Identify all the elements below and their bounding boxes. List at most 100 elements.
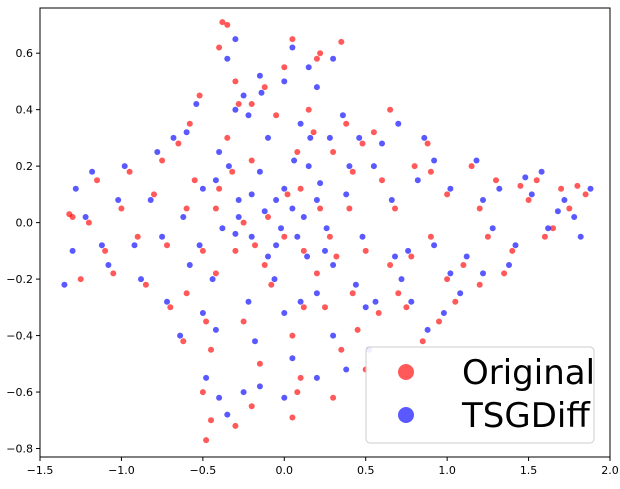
point-tsgdiff-46 xyxy=(431,242,438,249)
y-tick-label: 0.2 xyxy=(16,160,34,173)
point-tsgdiff-104 xyxy=(225,163,232,170)
point-tsgdiff-58 xyxy=(538,168,545,175)
point-original-15 xyxy=(379,177,385,184)
point-tsgdiff-125 xyxy=(232,230,239,237)
point-original-32 xyxy=(208,417,214,424)
point-original-31 xyxy=(317,50,324,57)
point-tsgdiff-92 xyxy=(265,253,271,260)
point-original-88 xyxy=(183,205,190,212)
point-original-79 xyxy=(77,276,84,283)
point-original-56 xyxy=(574,182,581,189)
point-tsgdiff-62 xyxy=(480,270,486,277)
point-original-42 xyxy=(370,129,377,136)
point-original-104 xyxy=(229,168,236,175)
point-tsgdiff-51 xyxy=(512,242,519,249)
point-tsgdiff-127 xyxy=(317,180,324,187)
point-tsgdiff-109 xyxy=(232,106,239,113)
point-original-106 xyxy=(284,191,291,198)
point-original-43 xyxy=(387,106,394,113)
point-tsgdiff-121 xyxy=(278,225,284,232)
point-original-54 xyxy=(558,185,565,192)
point-tsgdiff-39 xyxy=(343,366,350,373)
point-original-17 xyxy=(289,332,296,339)
point-tsgdiff-118 xyxy=(258,89,265,96)
point-tsgdiff-100 xyxy=(199,310,206,316)
point-original-68 xyxy=(468,163,475,170)
y-tick-label: 0.4 xyxy=(16,104,34,117)
point-tsgdiff-82 xyxy=(121,163,128,170)
x-axis-ticks: −1.5 −1.0 −0.5 0.0 0.5 1.0 1.5 2.0 xyxy=(27,457,619,477)
point-tsgdiff-10 xyxy=(265,134,271,141)
point-tsgdiff-99 xyxy=(346,163,353,170)
point-tsgdiff-34 xyxy=(240,389,247,396)
point-tsgdiff-107 xyxy=(209,276,216,283)
point-tsgdiff-88 xyxy=(180,214,187,220)
point-original-7 xyxy=(313,270,320,277)
point-original-25 xyxy=(313,55,320,62)
point-tsgdiff-84 xyxy=(154,149,161,155)
point-original-21 xyxy=(297,374,304,381)
point-tsgdiff-50 xyxy=(496,185,503,192)
point-tsgdiff-117 xyxy=(193,101,200,107)
point-tsgdiff-83 xyxy=(138,276,144,283)
point-original-72 xyxy=(151,191,157,198)
point-tsgdiff-49 xyxy=(480,197,486,203)
point-original-107 xyxy=(212,270,219,277)
point-tsgdiff-6 xyxy=(305,163,312,170)
point-original-76 xyxy=(85,219,92,226)
point-original-14 xyxy=(362,247,369,254)
point-original-92 xyxy=(261,262,268,268)
point-tsgdiff-87 xyxy=(159,233,166,240)
point-tsgdiff-60 xyxy=(554,208,561,215)
x-tick-label: 1.0 xyxy=(438,464,456,477)
point-original-64 xyxy=(436,318,442,325)
point-tsgdiff-95 xyxy=(330,262,337,268)
point-original-36 xyxy=(248,403,255,410)
point-original-13 xyxy=(346,205,353,212)
point-tsgdiff-126 xyxy=(300,214,307,220)
point-original-100 xyxy=(203,318,210,325)
point-tsgdiff-106 xyxy=(281,185,288,192)
point-tsgdiff-71 xyxy=(447,270,454,277)
point-tsgdiff-98 xyxy=(297,298,304,305)
point-tsgdiff-35 xyxy=(203,374,210,381)
point-tsgdiff-67 xyxy=(392,253,398,260)
point-original-61 xyxy=(501,270,508,277)
point-original-63 xyxy=(452,298,459,305)
y-tick-label: −0.4 xyxy=(6,330,33,343)
point-original-18 xyxy=(322,304,328,311)
point-tsgdiff-86 xyxy=(170,134,177,141)
point-tsgdiff-15 xyxy=(370,163,377,170)
point-original-105 xyxy=(252,242,258,249)
point-tsgdiff-66 xyxy=(408,298,415,305)
legend-label-tsgdiff: TSGDiff xyxy=(461,396,591,436)
point-tsgdiff-9 xyxy=(216,149,223,155)
point-original-60 xyxy=(550,225,556,232)
point-original-23 xyxy=(232,78,239,85)
point-original-57 xyxy=(582,191,589,198)
point-tsgdiff-108 xyxy=(304,253,311,260)
point-original-80 xyxy=(94,177,100,184)
point-original-70 xyxy=(427,168,434,175)
point-tsgdiff-79 xyxy=(69,247,76,254)
point-tsgdiff-38 xyxy=(313,374,320,381)
point-tsgdiff-64 xyxy=(440,310,447,316)
point-original-10 xyxy=(273,112,280,119)
point-tsgdiff-13 xyxy=(343,191,350,198)
point-original-53 xyxy=(541,233,548,240)
point-original-9 xyxy=(224,134,231,141)
point-original-102 xyxy=(268,281,275,288)
point-original-69 xyxy=(484,233,491,240)
point-tsgdiff-54 xyxy=(561,197,568,203)
point-original-20 xyxy=(256,360,263,367)
y-axis-ticks: −0.8 −0.6 −0.4 −0.2 0.0 0.2 0.4 0.6 xyxy=(6,47,40,456)
point-original-35 xyxy=(199,389,206,396)
point-tsgdiff-116 xyxy=(177,332,184,339)
y-tick-label: 0.0 xyxy=(16,217,34,230)
point-original-117 xyxy=(196,92,203,99)
point-tsgdiff-122 xyxy=(294,233,301,240)
x-tick-label: 0.5 xyxy=(357,464,375,477)
point-tsgdiff-33 xyxy=(224,411,231,418)
point-original-118 xyxy=(261,84,268,91)
point-tsgdiff-68 xyxy=(473,157,480,164)
